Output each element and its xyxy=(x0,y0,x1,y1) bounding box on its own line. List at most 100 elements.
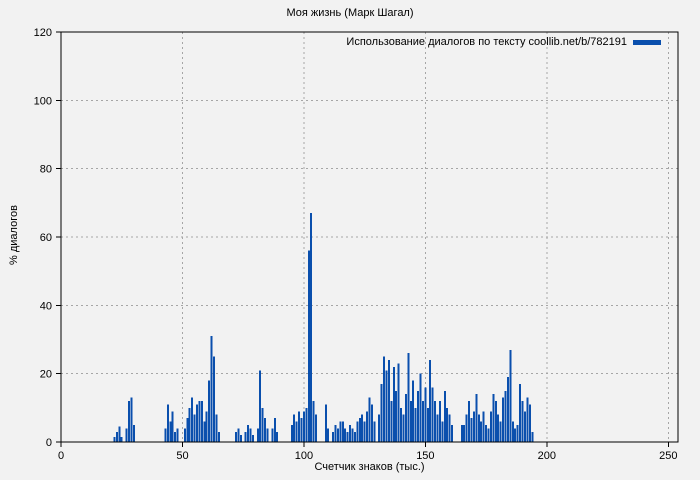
data-bar xyxy=(203,421,206,442)
data-bar xyxy=(426,407,429,442)
data-bar xyxy=(400,407,403,442)
legend-label: Использование диалогов по тексту coollib… xyxy=(346,36,627,48)
data-bar xyxy=(191,397,194,442)
x-axis-label: Счетчик знаков (тыс.) xyxy=(314,461,425,473)
data-bar xyxy=(392,366,395,442)
data-bar xyxy=(380,383,383,442)
data-bar xyxy=(482,411,485,442)
x-tick-label: 250 xyxy=(659,450,677,462)
data-bar xyxy=(414,407,417,442)
data-bar xyxy=(349,424,352,442)
data-bar xyxy=(273,418,276,442)
data-bar xyxy=(468,401,471,442)
data-bar xyxy=(438,401,441,442)
data-bar xyxy=(171,411,174,442)
data-bar xyxy=(487,428,490,442)
data-bar xyxy=(312,401,315,442)
data-bar xyxy=(310,213,313,442)
y-axis-label: % диалогов xyxy=(8,205,20,265)
data-bar xyxy=(390,401,393,442)
data-bar xyxy=(385,370,388,442)
data-bar xyxy=(523,411,526,442)
data-bar xyxy=(210,336,213,442)
data-bar xyxy=(451,424,454,442)
data-bar xyxy=(302,411,305,442)
data-bar xyxy=(164,428,167,442)
data-bar xyxy=(465,414,468,442)
data-bar xyxy=(118,426,121,442)
data-bar xyxy=(492,394,495,442)
data-bar xyxy=(358,418,361,442)
data-bar xyxy=(290,424,293,442)
data-bar xyxy=(339,421,342,442)
data-bar xyxy=(166,404,169,442)
data-bar xyxy=(419,373,422,442)
data-bar xyxy=(344,428,347,442)
data-bar xyxy=(480,421,483,442)
data-bar xyxy=(315,414,318,442)
data-bar xyxy=(208,380,211,442)
data-bar xyxy=(186,418,189,442)
data-bar xyxy=(463,424,466,442)
data-bar xyxy=(259,370,262,442)
data-bar xyxy=(234,431,237,442)
data-bar xyxy=(113,436,116,442)
data-bar xyxy=(261,407,264,442)
data-bar xyxy=(373,421,376,442)
data-bar xyxy=(502,397,505,442)
data-bar xyxy=(460,424,463,442)
data-bar xyxy=(477,414,480,442)
y-tick-label: 40 xyxy=(40,300,52,312)
data-bar xyxy=(446,407,449,442)
data-bar xyxy=(506,377,509,442)
data-bar xyxy=(424,387,427,442)
data-bar xyxy=(499,421,502,442)
data-bar xyxy=(188,407,191,442)
data-bar xyxy=(120,436,123,442)
data-bar xyxy=(516,424,519,442)
data-bar xyxy=(521,401,524,442)
y-tick-label: 80 xyxy=(40,164,52,176)
data-bar xyxy=(514,428,517,442)
data-bar xyxy=(176,428,179,442)
data-bar xyxy=(132,424,135,442)
x-tick-label: 0 xyxy=(58,450,64,462)
data-bar xyxy=(130,397,133,442)
data-bar xyxy=(370,404,373,442)
data-bar xyxy=(213,356,216,442)
data-bar xyxy=(327,428,330,442)
data-bar xyxy=(475,394,478,442)
data-bar xyxy=(276,431,279,442)
data-bar xyxy=(485,424,488,442)
data-bar xyxy=(356,421,359,442)
data-bar xyxy=(341,421,344,442)
y-tick-label: 100 xyxy=(34,95,52,107)
data-bar xyxy=(300,418,303,442)
data-bar xyxy=(368,397,371,442)
data-bar xyxy=(293,414,296,442)
data-bar xyxy=(239,435,242,442)
data-bar xyxy=(363,421,366,442)
data-bar xyxy=(395,390,398,442)
data-bar xyxy=(366,411,369,442)
data-bar xyxy=(531,431,534,442)
data-bar xyxy=(305,407,308,442)
y-tick-label: 120 xyxy=(34,27,52,39)
data-bar xyxy=(404,394,407,442)
data-bar xyxy=(169,421,172,442)
data-bar xyxy=(383,356,386,442)
y-tick-label: 0 xyxy=(46,437,52,449)
data-bar xyxy=(244,431,247,442)
data-bar xyxy=(332,431,335,442)
data-bar xyxy=(115,431,118,442)
data-bar xyxy=(421,401,424,442)
data-bar xyxy=(193,414,196,442)
data-bar xyxy=(351,428,354,442)
data-bar xyxy=(174,431,177,442)
y-tick-label: 60 xyxy=(40,232,52,244)
data-bar xyxy=(412,380,415,442)
data-bar xyxy=(361,414,364,442)
data-bar xyxy=(198,401,201,442)
data-bar xyxy=(125,428,128,442)
